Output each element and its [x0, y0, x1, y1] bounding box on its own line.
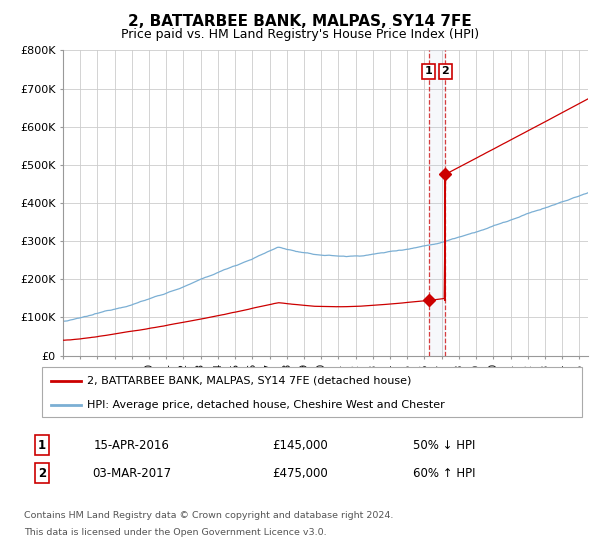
- Text: 60% ↑ HPI: 60% ↑ HPI: [413, 466, 475, 480]
- Text: 15-APR-2016: 15-APR-2016: [94, 438, 170, 452]
- Text: Price paid vs. HM Land Registry's House Price Index (HPI): Price paid vs. HM Land Registry's House …: [121, 28, 479, 41]
- Text: 2, BATTARBEE BANK, MALPAS, SY14 7FE (detached house): 2, BATTARBEE BANK, MALPAS, SY14 7FE (det…: [87, 376, 412, 386]
- Text: 50% ↓ HPI: 50% ↓ HPI: [413, 438, 475, 452]
- Bar: [430, 50, 445, 356]
- Text: 2: 2: [38, 466, 46, 480]
- Text: £145,000: £145,000: [272, 438, 328, 452]
- Text: This data is licensed under the Open Government Licence v3.0.: This data is licensed under the Open Gov…: [24, 528, 326, 537]
- Text: 03-MAR-2017: 03-MAR-2017: [92, 466, 172, 480]
- Text: 2, BATTARBEE BANK, MALPAS, SY14 7FE: 2, BATTARBEE BANK, MALPAS, SY14 7FE: [128, 14, 472, 29]
- Text: HPI: Average price, detached house, Cheshire West and Chester: HPI: Average price, detached house, Ches…: [87, 400, 445, 409]
- Text: 2: 2: [442, 67, 449, 76]
- Text: £475,000: £475,000: [272, 466, 328, 480]
- Text: 1: 1: [425, 67, 433, 76]
- Text: Contains HM Land Registry data © Crown copyright and database right 2024.: Contains HM Land Registry data © Crown c…: [24, 511, 394, 520]
- Text: 1: 1: [38, 438, 46, 452]
